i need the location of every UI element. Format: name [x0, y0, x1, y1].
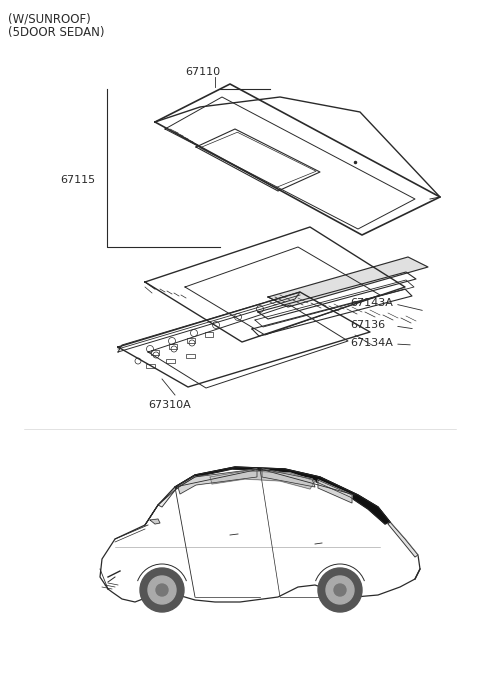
- Circle shape: [334, 584, 346, 596]
- Bar: [166, 359, 175, 363]
- Polygon shape: [210, 471, 315, 489]
- Bar: [146, 364, 155, 368]
- Text: 67134A: 67134A: [350, 338, 393, 348]
- Text: 67136: 67136: [350, 320, 385, 330]
- Circle shape: [318, 568, 362, 612]
- Text: 67143A: 67143A: [350, 298, 393, 308]
- Polygon shape: [158, 487, 176, 507]
- Circle shape: [326, 576, 354, 604]
- Polygon shape: [318, 480, 352, 503]
- Text: (W/SUNROOF): (W/SUNROOF): [8, 12, 91, 25]
- Text: 67110: 67110: [185, 67, 220, 77]
- Circle shape: [156, 584, 168, 596]
- Polygon shape: [175, 467, 390, 524]
- Bar: [186, 354, 195, 358]
- Text: (5DOOR SEDAN): (5DOOR SEDAN): [8, 26, 105, 39]
- Polygon shape: [268, 257, 428, 307]
- Polygon shape: [150, 519, 160, 524]
- Polygon shape: [262, 469, 315, 487]
- Circle shape: [140, 568, 184, 612]
- Circle shape: [148, 576, 176, 604]
- Text: 67115: 67115: [60, 175, 95, 185]
- Polygon shape: [178, 469, 257, 494]
- Text: 67310A: 67310A: [148, 400, 191, 410]
- Polygon shape: [388, 522, 418, 557]
